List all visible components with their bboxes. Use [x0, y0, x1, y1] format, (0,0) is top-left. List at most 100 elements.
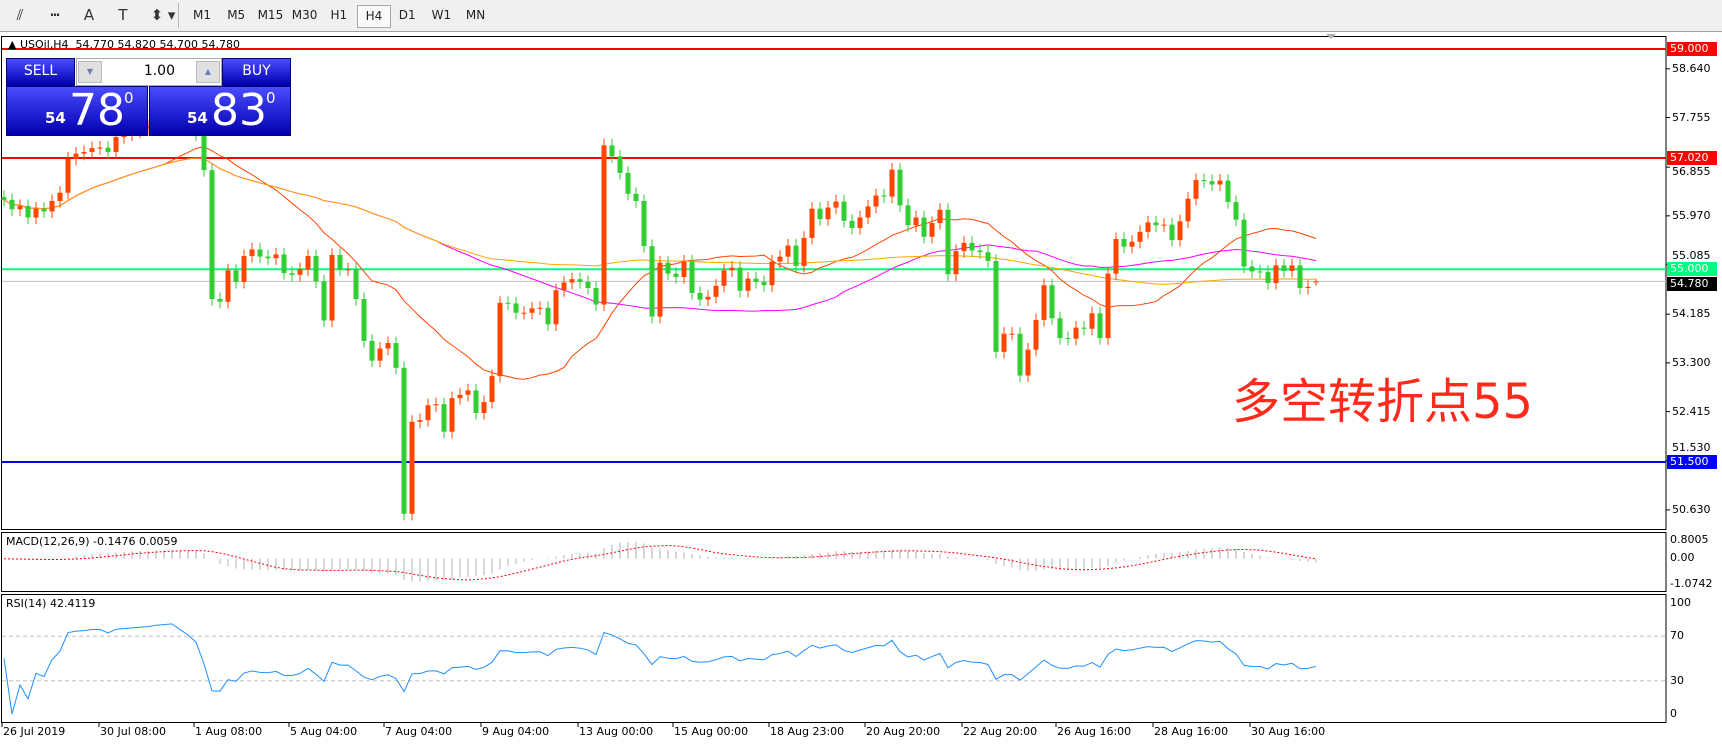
candle — [401, 367, 407, 514]
candle — [537, 307, 543, 309]
candle — [497, 302, 503, 377]
candle — [1089, 313, 1095, 329]
lot-size-spinner[interactable]: ▼ 1.00 ▲ — [76, 58, 222, 86]
candle — [1193, 180, 1199, 199]
candle — [913, 217, 919, 226]
candle — [1113, 238, 1119, 274]
x-axis-label: 28 Aug 16:00 — [1154, 725, 1229, 738]
candle — [249, 249, 255, 257]
chart-title: ▲ USOil,H4 54.770 54.820 54.700 54.780 — [8, 38, 240, 51]
rsi-axis-label: 100 — [1670, 596, 1691, 609]
candle — [489, 376, 495, 402]
candle — [593, 287, 599, 305]
candle — [361, 299, 367, 341]
candle — [689, 261, 695, 293]
candle — [385, 343, 391, 349]
x-axis-label: 26 Aug 16:00 — [1057, 725, 1132, 738]
candle — [1289, 265, 1295, 271]
rsi-axis-label: 0 — [1670, 707, 1677, 720]
x-axis-label: 26 Jul 2019 — [3, 725, 66, 738]
candle — [561, 282, 567, 291]
candle — [49, 200, 55, 212]
candle — [961, 242, 967, 252]
candle — [793, 245, 799, 266]
timeframe-mn[interactable]: MN — [465, 8, 486, 22]
timeframe-m5[interactable]: M5 — [227, 8, 246, 22]
price-line-tag: 59.000 — [1667, 42, 1717, 56]
candle — [953, 251, 959, 275]
candle — [905, 205, 911, 226]
candle — [577, 279, 583, 282]
candle — [625, 172, 631, 194]
timeframe-h4[interactable]: H4 — [357, 5, 391, 28]
candle — [801, 237, 807, 266]
candle — [1057, 318, 1063, 339]
candle — [729, 267, 735, 271]
buy-price-box[interactable]: 54 83 0 — [149, 85, 291, 136]
candle — [441, 404, 447, 432]
candle — [97, 147, 103, 149]
rsi-label: RSI(14) 42.4119 — [6, 597, 96, 610]
x-axis-label: 15 Aug 00:00 — [674, 725, 749, 738]
candle — [409, 421, 415, 514]
sell-button[interactable]: SELL — [6, 58, 75, 86]
timeframe-h1[interactable]: H1 — [330, 8, 348, 22]
text-label-icon[interactable]: T — [118, 6, 128, 24]
x-axis-label: 7 Aug 04:00 — [385, 725, 453, 738]
lot-size-input[interactable]: 1.00 — [143, 63, 175, 79]
candle — [737, 267, 743, 291]
candle — [1313, 281, 1319, 283]
candle — [313, 256, 319, 282]
sell-price-fraction: 0 — [124, 89, 134, 107]
candle — [353, 269, 359, 299]
toolbar: ⫽ ┅ A T ⬍ ▾ M1 M5 M15 M30 H1 H4 D1 W1 MN — [0, 0, 1722, 32]
candle — [857, 217, 863, 228]
sell-price-box[interactable]: 54 78 0 — [6, 85, 148, 136]
y-axis-label: 51.530 — [1672, 441, 1711, 455]
candle — [897, 169, 903, 206]
price-line-tag: 57.020 — [1667, 151, 1717, 166]
timeframe-w1[interactable]: W1 — [431, 8, 452, 22]
candle — [281, 254, 287, 274]
candle — [1129, 241, 1135, 247]
candle — [1249, 266, 1255, 272]
arrows-menu-icon[interactable]: ⬍ ▾ — [150, 6, 176, 24]
candle — [273, 254, 279, 259]
x-axis-label: 13 Aug 00:00 — [579, 725, 654, 738]
timeframe-d1[interactable]: D1 — [398, 8, 416, 22]
timeframe-m30[interactable]: M30 — [291, 8, 318, 22]
candle — [649, 246, 655, 317]
candle — [57, 192, 63, 201]
candle — [617, 156, 623, 173]
buy-price-pips: 83 — [211, 85, 267, 136]
decrease-lot-button[interactable]: ▼ — [78, 61, 102, 83]
annotation-text: 多空转折点55 — [1232, 374, 1534, 430]
symbol-label: USOil,H4 — [19, 38, 69, 51]
x-axis-label: 20 Aug 20:00 — [866, 725, 941, 738]
timeframe-m1[interactable]: M1 — [193, 8, 211, 22]
x-axis-label: 22 Aug 20:00 — [963, 725, 1038, 738]
candle — [81, 151, 87, 154]
candle — [25, 205, 31, 218]
x-axis-label: 9 Aug 04:00 — [482, 725, 550, 738]
candle — [9, 199, 15, 210]
increase-lot-button[interactable]: ▲ — [196, 61, 220, 83]
x-axis-label: 1 Aug 08:00 — [195, 725, 263, 738]
candle — [393, 343, 399, 368]
candle — [17, 205, 23, 210]
candle — [569, 279, 575, 283]
candle — [337, 254, 343, 270]
chart-area[interactable] — [0, 31, 1722, 746]
buy-button[interactable]: BUY — [222, 58, 291, 86]
candle — [673, 273, 679, 277]
timeframe-m15[interactable]: M15 — [257, 8, 284, 22]
fibonacci-fan-icon[interactable]: ┅ — [50, 6, 60, 24]
sell-price-pips: 78 — [69, 85, 125, 136]
text-icon[interactable]: A — [83, 6, 95, 24]
candle — [849, 220, 855, 228]
candle — [609, 145, 615, 157]
chart-shift-marker-icon — [1326, 34, 1336, 39]
candle — [1137, 231, 1143, 242]
candle — [1233, 202, 1239, 220]
elliott-wave-icon[interactable]: ⫽ — [16, 6, 24, 24]
